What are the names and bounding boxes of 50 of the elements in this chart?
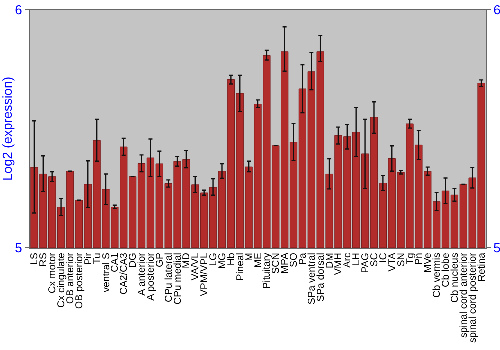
x-tick-label: Pa bbox=[298, 252, 309, 266]
x-tick-label: MVe bbox=[423, 252, 434, 274]
x-tick-label: Pn bbox=[414, 253, 426, 266]
x-tick-label: LH bbox=[352, 253, 363, 266]
y2-tick-label: 5 bbox=[494, 240, 500, 256]
x-tick-label: RS bbox=[38, 252, 50, 267]
y-axis-title: Log2 (expression) bbox=[0, 76, 15, 182]
x-tick-label: A posterior bbox=[146, 252, 157, 301]
x-tick-label: Pineal bbox=[235, 253, 246, 281]
x-tick-label: PAG bbox=[360, 252, 372, 274]
x-tick-label: Tu bbox=[92, 253, 104, 264]
x-tick-label: ventral S bbox=[101, 252, 112, 292]
x-tick-label: OB posterior bbox=[74, 252, 86, 310]
x-tick-label: Cb lobe bbox=[441, 252, 452, 288]
x-tick-label: SPa ventral bbox=[306, 253, 318, 305]
x-tick-label: CA2/CA3 bbox=[119, 252, 130, 295]
x-tick-label: spinal cord anterior bbox=[458, 252, 470, 338]
x-tick-label: SC bbox=[369, 253, 380, 267]
x-tick-label: ME bbox=[253, 252, 264, 268]
x-tick-label: OB anterior bbox=[65, 252, 76, 304]
x-tick-label: M bbox=[244, 253, 256, 262]
x-tick-label: SCN bbox=[271, 253, 282, 274]
x-tick-label: Tg bbox=[405, 253, 416, 265]
x-tick-label: IC bbox=[378, 253, 390, 263]
x-tick-label: VMH bbox=[334, 253, 345, 276]
x-tick-label: MPA bbox=[280, 252, 292, 274]
x-tick-label: SN bbox=[396, 253, 408, 267]
x-tick-label: Retina bbox=[476, 252, 488, 282]
x-tick-label: SPa dorsal bbox=[316, 253, 327, 302]
x-tick-label: spinal cord posterior bbox=[468, 252, 479, 344]
x-tick-label: SO bbox=[289, 252, 300, 268]
x-tick-label: LG bbox=[208, 252, 220, 266]
x-tick-label: Arc bbox=[342, 253, 354, 268]
x-tick-label: Pituitary bbox=[262, 253, 274, 290]
x-tick-label: VTA bbox=[387, 252, 398, 272]
x-tick-label: A anterior bbox=[137, 252, 148, 296]
x-tick-label: LS bbox=[30, 252, 41, 266]
x-tick-label: CPu medial bbox=[172, 253, 184, 305]
x-tick-label: Cx cingulate bbox=[56, 252, 68, 308]
x-tick-label: Hb bbox=[226, 252, 238, 266]
x-tick-label: MG bbox=[217, 252, 228, 270]
x-tick-label: DM bbox=[324, 253, 336, 269]
x-tick-label: GP bbox=[154, 252, 166, 268]
x-tick-label: Cb nucleus bbox=[450, 253, 461, 304]
x-tick-label: VPM/VPL bbox=[200, 252, 211, 296]
x-tick-label: Pir bbox=[83, 252, 94, 266]
x-tick-label: CPu lateral bbox=[164, 253, 175, 302]
x-tick-label: CA1 bbox=[110, 252, 122, 272]
y2-tick-label: 6 bbox=[494, 2, 500, 18]
x-tick-label: DG bbox=[128, 252, 140, 268]
